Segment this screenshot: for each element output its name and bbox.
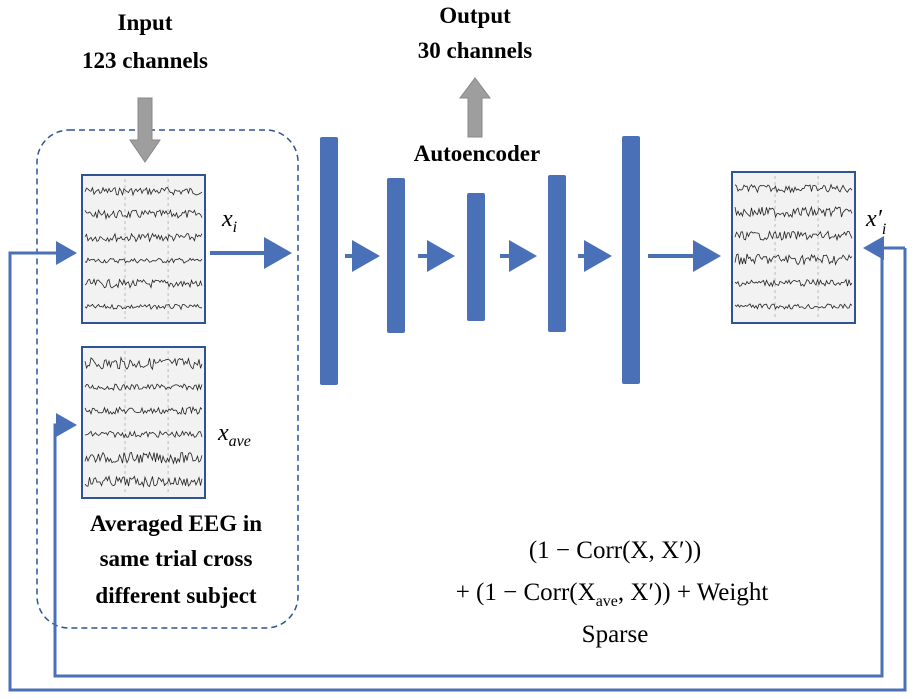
layer xyxy=(622,136,640,384)
layer xyxy=(548,175,566,332)
loss-line: Sparse xyxy=(582,621,649,648)
input-channels: 123 channels xyxy=(82,48,208,73)
output-channels: 30 channels xyxy=(418,38,532,63)
caption-line: different subject xyxy=(95,583,257,608)
layer xyxy=(387,178,405,333)
caption-line: same trial cross xyxy=(100,546,253,571)
diagram: Input 123 channels Output 30 channels Au… xyxy=(0,0,913,699)
flow-arrows xyxy=(210,253,717,256)
output-title: Output xyxy=(439,3,511,28)
output-arrow xyxy=(460,78,490,137)
input-title: Input xyxy=(118,10,173,35)
x-i-label: xi xyxy=(221,206,237,236)
loss-line: (1 − Corr(X, X′)) xyxy=(529,537,701,564)
loss-line: + (1 − Corr(Xave, X′)) + Weight xyxy=(456,579,769,610)
eeg-output xyxy=(732,172,855,323)
caption-line: Averaged EEG in xyxy=(90,511,262,536)
x-ave-label: xave xyxy=(217,420,251,450)
layer xyxy=(467,193,485,321)
layer xyxy=(320,137,338,385)
eeg-input xyxy=(82,175,205,323)
autoencoder-label: Autoencoder xyxy=(414,141,540,166)
x-prime-i-label: x′i xyxy=(865,206,886,238)
eeg-average xyxy=(82,347,205,498)
